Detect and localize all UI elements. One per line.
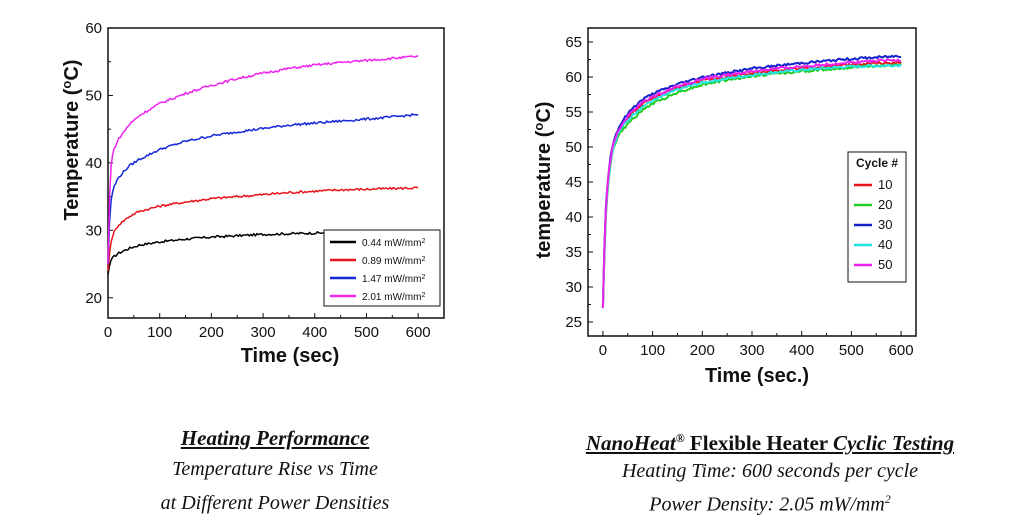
- chart1-y-label-sup: o: [59, 81, 74, 89]
- legend-entry: 40: [878, 237, 892, 252]
- x-tick-label: 400: [789, 342, 814, 359]
- chart2-y-label-pre: temperature (: [533, 130, 555, 258]
- left-caption: Heating Performance Temperature Rise vs …: [95, 424, 455, 520]
- chart2-x-axis-label: Time (sec.): [705, 365, 809, 387]
- chart1-y-label-pre: Temperature (: [61, 88, 83, 220]
- x-tick-label: 600: [406, 324, 431, 341]
- series-line-0-89-mw-mm2: [107, 186, 419, 271]
- x-tick-label: 300: [739, 342, 764, 359]
- y-tick-label: 45: [565, 174, 582, 191]
- series-line-40: [601, 63, 902, 309]
- series-line-50: [601, 58, 902, 309]
- right-caption-end: Cyclic Testing: [832, 431, 955, 455]
- legend-entry: 0.89 mW/mm2: [362, 256, 425, 268]
- x-tick-label: 600: [889, 342, 914, 359]
- right-caption-line2-main: Power Density: 2.05 mW/mm: [649, 493, 885, 516]
- y-tick-label: 25: [565, 314, 582, 331]
- right-caption-line2: Power Density: 2.05 mW/mm2: [520, 485, 1020, 519]
- x-tick-label: 200: [690, 342, 715, 359]
- right-caption-brand: NanoHeat: [585, 431, 676, 455]
- right-caption-title: NanoHeat® Flexible Heater Cyclic Testing: [520, 424, 1020, 457]
- legend-title: Cycle #: [856, 156, 898, 170]
- x-tick-label: 500: [839, 342, 864, 359]
- x-tick-label: 300: [251, 324, 276, 341]
- right-caption-line2-sup: 2: [884, 492, 891, 506]
- legend-entry: 20: [878, 197, 892, 212]
- y-tick-label: 40: [85, 155, 102, 172]
- series-line-2-01-mw-mm2: [107, 55, 419, 265]
- y-tick-label: 60: [565, 69, 582, 86]
- registered-mark: ®: [675, 431, 685, 445]
- chart1-axes: [107, 27, 445, 319]
- y-tick-label: 50: [85, 87, 102, 104]
- chart1-y-axis-label: Temperature (oC): [59, 60, 84, 221]
- chart2-y-axis-label: temperature (oC): [531, 102, 556, 259]
- y-tick-label: 65: [565, 34, 582, 51]
- c2-legend-box: [847, 151, 907, 283]
- y-tick-label: 40: [565, 209, 582, 226]
- y-tick-label: 30: [85, 222, 102, 239]
- c1-plot-frame: [107, 27, 445, 319]
- chart1-x-axis-label: Time (sec): [241, 345, 340, 367]
- legend-entry: 10: [878, 177, 892, 192]
- chart2-legend: Cycle # 10 20 30 40 50: [847, 151, 907, 283]
- heating-performance-chart: 0 100 200 300 400 500 600 20 30 40 50 60 Time (sec)…: [59, 20, 445, 367]
- chart1-legend: 0.44 mW/mm2 0.89 mW/mm2 1.47 mW/mm2 2.01 mW…: [323, 229, 441, 307]
- right-caption-line1: Heating Time: 600 seconds per cycle: [621, 460, 919, 482]
- chart1-y-label-post: C): [61, 60, 83, 81]
- left-caption-line2: at Different Power Densities: [160, 492, 390, 514]
- chart2-y-label-sup: o: [531, 123, 546, 131]
- right-caption: NanoHeat® Flexible Heater Cyclic Testing…: [520, 424, 1020, 519]
- right-caption-mid: Flexible Heater: [684, 431, 833, 455]
- chart2-ticks: 0 100 200 300 400 500 600 25 30 35 40 45 50 55 60 65: [565, 34, 913, 359]
- series-line-1-47-mw-mm2: [107, 113, 419, 265]
- legend-entry: 1.47 mW/mm2: [362, 274, 425, 286]
- chart2-y-label-post: C): [533, 102, 555, 123]
- x-tick-label: 400: [302, 324, 327, 341]
- x-tick-label: 0: [599, 342, 607, 359]
- y-tick-label: 60: [85, 20, 102, 37]
- y-tick-label: 30: [565, 279, 582, 296]
- legend-entry: 0.44 mW/mm2: [362, 238, 425, 250]
- left-caption-title: Heating Performance: [180, 426, 370, 450]
- x-tick-label: 500: [354, 324, 379, 341]
- y-tick-label: 55: [565, 104, 582, 121]
- legend-entry: 30: [878, 217, 892, 232]
- x-tick-label: 0: [104, 324, 112, 341]
- chart2-series: [601, 54, 902, 309]
- cyclic-testing-chart: 0 100 200 300 400 500 600 25 30 35 40 45 50 55 60 65 Ti…: [531, 27, 917, 387]
- legend-entry: 50: [878, 257, 892, 272]
- y-tick-label: 20: [85, 290, 102, 307]
- chart1-ticks: 0 100 200 300 400 500 600 20 30 40 50 60: [85, 20, 430, 341]
- y-tick-label: 50: [565, 139, 582, 156]
- x-tick-label: 100: [640, 342, 665, 359]
- y-tick-label: 35: [565, 244, 582, 261]
- x-tick-label: 100: [147, 324, 172, 341]
- series-line-30: [601, 54, 902, 309]
- x-tick-label: 200: [199, 324, 224, 341]
- legend-entry: 2.01 mW/mm2: [362, 292, 425, 304]
- left-caption-line1: Temperature Rise vs Time: [172, 458, 378, 480]
